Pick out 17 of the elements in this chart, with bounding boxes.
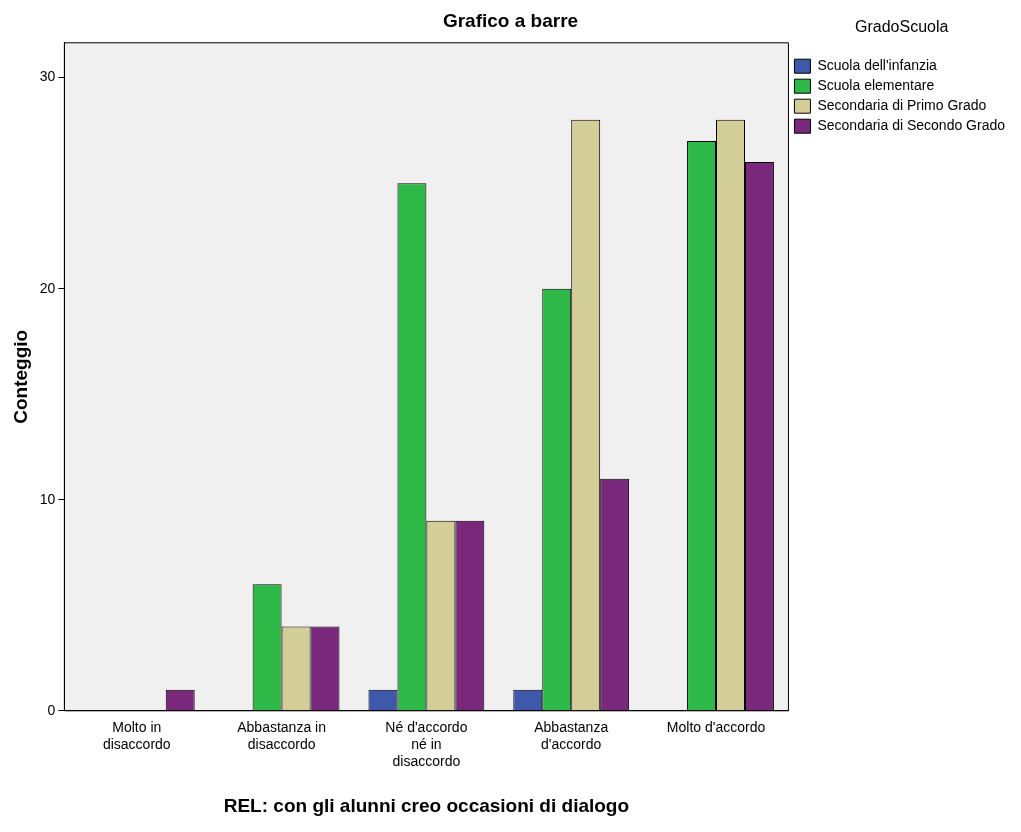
y-tick-label: 10 xyxy=(39,490,56,507)
legend-label: Secondaria di Primo Grado xyxy=(817,97,987,114)
y-tick-label: 30 xyxy=(39,68,56,85)
x-tick-label: Abbastanza d'accordo xyxy=(534,719,609,752)
legend-title: GradoScuola xyxy=(855,18,949,36)
chart-title: Grafico a barre xyxy=(442,9,579,31)
y-tick-label: 0 xyxy=(47,701,56,718)
legend-label: Scuola dell'infanzia xyxy=(817,57,938,74)
x-tick-label: Abbastanza in disaccordo xyxy=(237,719,326,752)
y-axis-title: Conteggio xyxy=(9,329,31,424)
x-tick-label: Molto d'accordo xyxy=(666,719,766,736)
x-axis-title: REL: con gli alunni creo occasioni di dialogo xyxy=(223,794,630,816)
legend-label: Scuola elementare xyxy=(817,77,935,94)
y-tick-label: 20 xyxy=(39,279,56,296)
x-tick-label: Né d'accordo né in disaccordo xyxy=(385,719,468,769)
legend-label: Secondaria di Secondo Grado xyxy=(817,117,1006,134)
x-tick-label: Molto in disaccordo xyxy=(102,719,171,752)
